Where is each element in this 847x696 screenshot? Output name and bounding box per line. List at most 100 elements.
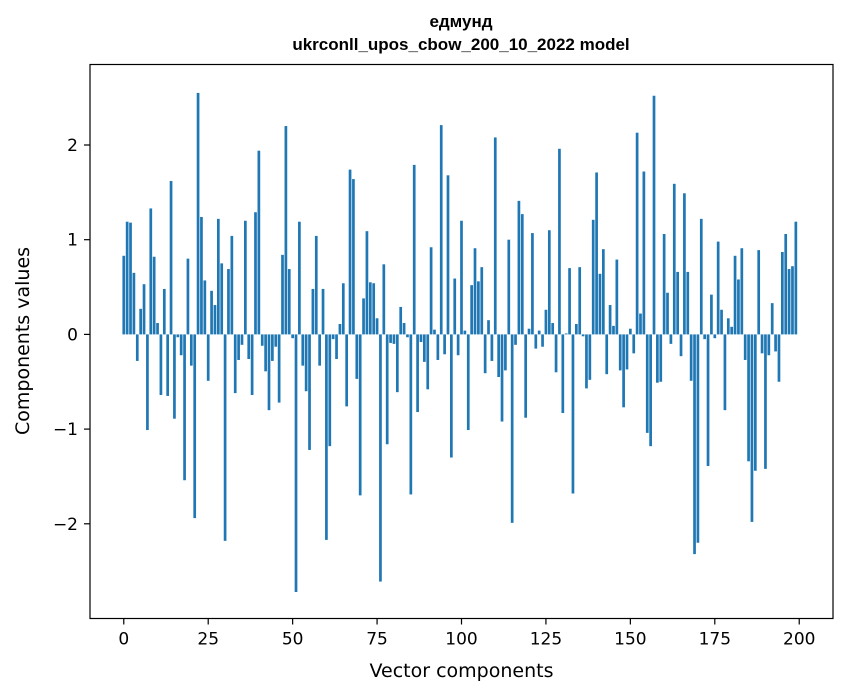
bar-51 [294,334,298,592]
bar-128 [554,334,558,373]
bar-35 [240,334,244,345]
bar-123 [537,330,541,335]
bar-156 [649,334,652,447]
bar-33 [233,334,237,394]
bar-186 [750,334,754,522]
bar-24 [203,280,207,335]
bar-26 [210,290,213,335]
bar-187 [753,334,757,471]
bar-65 [341,283,345,335]
bar-178 [723,334,727,411]
bar-155 [645,334,649,433]
bar-23 [200,216,203,335]
bar-88 [419,334,423,342]
chart-subtitle: ukrconll_upos_cbow_200_10_2022 model [292,35,630,54]
bar-80 [392,334,396,344]
bar-153 [639,313,642,335]
bar-144 [608,305,612,335]
bar-16 [176,334,180,338]
bar-161 [666,292,669,335]
bar-159 [659,334,663,382]
bar-30 [223,334,227,541]
bar-168 [689,334,693,381]
bar-37 [247,334,251,360]
bar-8 [149,208,153,335]
bar-189 [760,334,764,354]
bar-46 [277,334,281,403]
bar-79 [389,334,392,343]
bar-106 [480,267,484,335]
bar-124 [541,334,544,347]
bar-41 [260,334,264,346]
bar-47 [281,254,284,335]
bar-149 [625,334,629,370]
bar-196 [784,234,788,335]
bar-45 [274,334,278,347]
bar-19 [186,258,190,335]
x-tick-label-4: 100 [445,630,477,650]
bar-198 [791,266,794,335]
bar-163 [672,183,676,335]
bar-166 [683,193,686,335]
bar-11 [159,334,163,396]
bar-74 [372,283,376,335]
x-tick-label-7: 175 [699,630,731,650]
bar-171 [699,218,703,335]
y-axis: −2 −1 0 1 2 [53,136,90,535]
bar-140 [595,172,598,335]
bar-71 [362,298,365,335]
bar-97 [450,334,453,458]
bar-22 [196,92,200,335]
bar-147 [618,334,622,371]
bar-129 [558,148,561,335]
bar-164 [676,271,679,335]
chart-title: едмунд [429,12,493,31]
bar-177 [720,309,723,335]
bar-119 [524,334,528,418]
bar-32 [230,235,234,335]
bar-190 [764,334,767,469]
bar-69 [355,334,359,379]
bar-172 [703,334,707,340]
bar-38 [250,334,254,396]
bar-59 [321,288,325,335]
bar-160 [662,234,666,335]
bar-95 [443,334,446,355]
bar-9 [152,256,156,335]
bar-132 [568,268,571,335]
bar-102 [466,334,470,431]
bar-62 [331,334,335,340]
bar-148 [622,334,625,408]
bar-60 [325,334,328,540]
bar-113 [504,334,507,371]
bar-66 [345,334,349,407]
bar-0 [122,255,126,335]
bar-199 [794,221,798,335]
bar-108 [487,320,490,335]
y-tick-label-4: 2 [67,136,78,156]
bar-34 [237,334,240,360]
bar-121 [531,233,534,335]
bar-193 [774,334,777,352]
bar-98 [453,278,457,335]
x-axis-label: Vector components [370,660,554,682]
bar-14 [169,180,173,335]
bar-87 [416,334,419,413]
bar-96 [446,175,450,335]
bar-167 [686,271,690,335]
bar-174 [710,294,713,335]
bar-81 [395,334,399,393]
bar-133 [571,334,575,494]
bar-185 [747,334,750,462]
bar-131 [564,333,568,335]
bar-154 [642,171,646,335]
x-tick-label-5: 125 [530,630,562,650]
bar-116 [514,334,517,345]
bar-173 [706,334,710,467]
bar-42 [264,334,267,372]
bar-58 [318,334,322,366]
bar-192 [770,303,774,335]
bar-183 [740,248,744,335]
bar-180 [730,326,734,335]
bar-76 [379,334,382,582]
